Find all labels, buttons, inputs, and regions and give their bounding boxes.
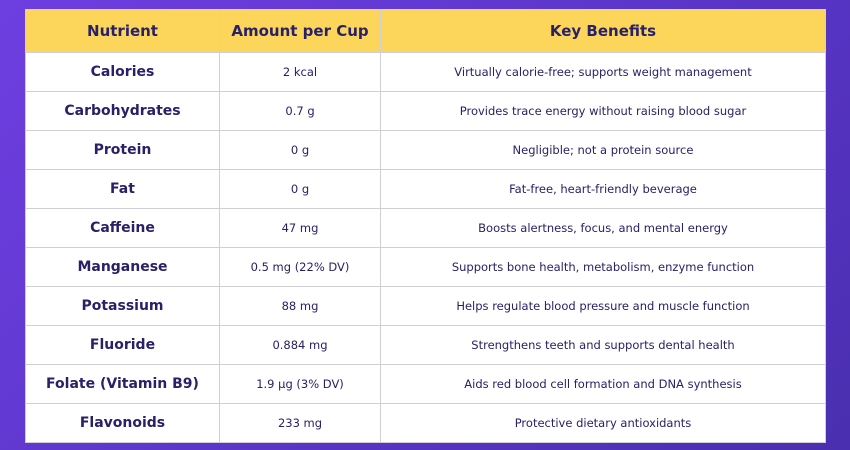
table-row: Caffeine 47 mg Boosts alertness, focus, …: [25, 208, 826, 248]
table-header: Nutrient Amount per Cup Key Benefits: [25, 9, 826, 53]
nutrition-table: Nutrient Amount per Cup Key Benefits Cal…: [25, 9, 826, 443]
nutrient-cell: Carbohydrates: [25, 91, 220, 131]
amount-cell: 1.9 µg (3% DV): [219, 364, 381, 404]
table-row: Flavonoids 233 mg Protective dietary ant…: [25, 403, 826, 443]
benefit-cell: Supports bone health, metabolism, enzyme…: [380, 247, 826, 287]
table-body: Calories 2 kcal Virtually calorie-free; …: [25, 52, 826, 443]
amount-cell: 47 mg: [219, 208, 381, 248]
nutrient-cell: Calories: [25, 52, 220, 92]
table-row: Potassium 88 mg Helps regulate blood pre…: [25, 286, 826, 326]
benefit-cell: Virtually calorie-free; supports weight …: [380, 52, 826, 92]
nutrient-cell: Caffeine: [25, 208, 220, 248]
table-row: Fat 0 g Fat-free, heart-friendly beverag…: [25, 169, 826, 209]
header-amount: Amount per Cup: [219, 9, 381, 53]
nutrient-cell: Fat: [25, 169, 220, 209]
table-row: Manganese 0.5 mg (22% DV) Supports bone …: [25, 247, 826, 287]
benefit-cell: Aids red blood cell formation and DNA sy…: [380, 364, 826, 404]
nutrient-cell: Folate (Vitamin B9): [25, 364, 220, 404]
benefit-cell: Protective dietary antioxidants: [380, 403, 826, 443]
nutrient-cell: Fluoride: [25, 325, 220, 365]
nutrition-table-container: Nutrient Amount per Cup Key Benefits Cal…: [25, 9, 826, 443]
nutrient-cell: Manganese: [25, 247, 220, 287]
nutrient-cell: Flavonoids: [25, 403, 220, 443]
amount-cell: 0 g: [219, 169, 381, 209]
benefit-cell: Helps regulate blood pressure and muscle…: [380, 286, 826, 326]
amount-cell: 88 mg: [219, 286, 381, 326]
benefit-cell: Provides trace energy without raising bl…: [380, 91, 826, 131]
benefit-cell: Boosts alertness, focus, and mental ener…: [380, 208, 826, 248]
amount-cell: 0.884 mg: [219, 325, 381, 365]
amount-cell: 0 g: [219, 130, 381, 170]
amount-cell: 233 mg: [219, 403, 381, 443]
table-row: Carbohydrates 0.7 g Provides trace energ…: [25, 91, 826, 131]
table-row: Calories 2 kcal Virtually calorie-free; …: [25, 52, 826, 92]
table-row: Fluoride 0.884 mg Strengthens teeth and …: [25, 325, 826, 365]
nutrient-cell: Potassium: [25, 286, 220, 326]
header-row: Nutrient Amount per Cup Key Benefits: [25, 9, 826, 53]
header-nutrient: Nutrient: [25, 9, 220, 53]
header-benefits: Key Benefits: [380, 9, 826, 53]
nutrient-cell: Protein: [25, 130, 220, 170]
table-row: Folate (Vitamin B9) 1.9 µg (3% DV) Aids …: [25, 364, 826, 404]
table-row: Protein 0 g Negligible; not a protein so…: [25, 130, 826, 170]
benefit-cell: Fat-free, heart-friendly beverage: [380, 169, 826, 209]
benefit-cell: Strengthens teeth and supports dental he…: [380, 325, 826, 365]
amount-cell: 0.7 g: [219, 91, 381, 131]
benefit-cell: Negligible; not a protein source: [380, 130, 826, 170]
amount-cell: 2 kcal: [219, 52, 381, 92]
amount-cell: 0.5 mg (22% DV): [219, 247, 381, 287]
